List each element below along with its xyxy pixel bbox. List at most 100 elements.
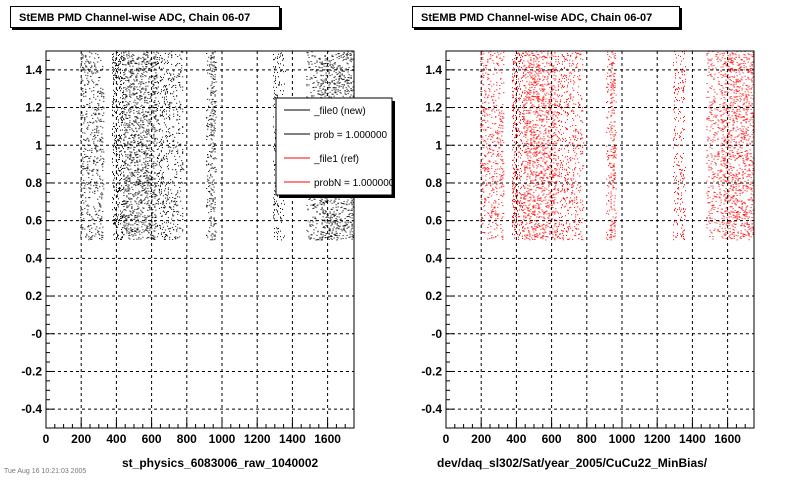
data-point <box>209 185 211 187</box>
data-point <box>150 224 152 226</box>
data-point <box>142 120 144 122</box>
data-point <box>312 205 314 206</box>
data-point <box>332 229 334 231</box>
data-point <box>80 234 82 236</box>
data-point <box>284 83 285 85</box>
data-point <box>113 103 114 105</box>
data-point <box>351 223 353 225</box>
data-point <box>114 219 115 220</box>
data-point <box>97 103 99 105</box>
data-point <box>167 188 169 190</box>
data-point <box>495 116 497 118</box>
data-point <box>83 161 85 163</box>
data-point <box>351 236 353 238</box>
data-point <box>124 70 126 71</box>
data-point <box>163 118 165 120</box>
data-point <box>88 61 90 63</box>
data-point <box>151 212 153 213</box>
data-point <box>100 87 102 89</box>
data-point <box>208 186 210 187</box>
data-point <box>175 163 177 165</box>
y-tick-label: 1.2 <box>25 101 42 115</box>
data-point <box>322 75 324 77</box>
data-point <box>274 81 275 83</box>
data-point <box>124 114 126 115</box>
data-point <box>112 54 113 55</box>
data-point <box>497 141 499 143</box>
data-point <box>135 93 137 95</box>
data-point <box>146 153 148 155</box>
data-point <box>96 132 98 134</box>
data-point <box>129 92 131 94</box>
data-point <box>132 194 134 195</box>
data-point <box>491 195 493 197</box>
data-point <box>121 52 122 54</box>
data-point <box>346 83 348 85</box>
data-point <box>144 91 146 93</box>
data-point <box>143 93 145 95</box>
data-point <box>138 128 140 130</box>
data-point <box>96 151 98 153</box>
data-point <box>137 168 139 170</box>
data-point <box>179 116 181 117</box>
data-point <box>86 167 88 169</box>
data-point <box>207 72 209 74</box>
data-point <box>91 236 93 238</box>
data-point <box>98 105 100 107</box>
data-point <box>332 214 334 216</box>
data-point <box>91 70 93 72</box>
data-point <box>126 117 128 119</box>
data-point <box>273 126 274 128</box>
data-point <box>323 204 325 206</box>
data-point <box>280 70 281 72</box>
data-point <box>93 160 95 162</box>
data-point <box>158 57 160 59</box>
data-point <box>124 214 126 216</box>
data-point <box>208 164 210 166</box>
data-point <box>149 97 151 99</box>
data-point <box>170 207 172 209</box>
data-point <box>151 176 153 178</box>
data-point <box>152 155 154 157</box>
data-point <box>117 233 118 235</box>
data-point <box>128 60 130 62</box>
data-point <box>133 174 135 176</box>
data-point <box>146 203 148 205</box>
data-point <box>335 72 337 74</box>
data-point <box>136 180 138 182</box>
data-point <box>143 83 145 85</box>
data-point <box>123 124 125 126</box>
data-point <box>167 164 169 166</box>
data-point <box>147 54 149 56</box>
data-point <box>162 172 164 173</box>
data-point <box>333 211 335 213</box>
data-point <box>178 73 180 75</box>
data-point <box>285 70 286 72</box>
data-point <box>150 187 152 188</box>
data-point <box>127 77 129 79</box>
data-point <box>133 238 135 240</box>
data-point <box>102 237 104 239</box>
data-point <box>320 79 322 81</box>
data-point <box>155 56 157 58</box>
data-point <box>161 114 163 116</box>
data-point <box>102 141 104 143</box>
data-point <box>136 74 138 76</box>
data-point <box>503 117 505 119</box>
data-point <box>316 223 318 225</box>
data-point <box>338 79 340 81</box>
data-point <box>325 92 327 94</box>
data-point <box>160 215 162 217</box>
data-point <box>210 234 212 236</box>
data-point <box>498 203 500 205</box>
data-point <box>137 218 139 220</box>
data-point <box>306 204 308 206</box>
data-point <box>150 95 152 97</box>
data-point <box>89 160 91 162</box>
data-point <box>152 212 154 214</box>
data-point <box>152 166 154 168</box>
data-point <box>130 60 132 62</box>
data-point <box>165 200 167 202</box>
data-point <box>319 237 321 238</box>
data-point <box>173 139 175 141</box>
